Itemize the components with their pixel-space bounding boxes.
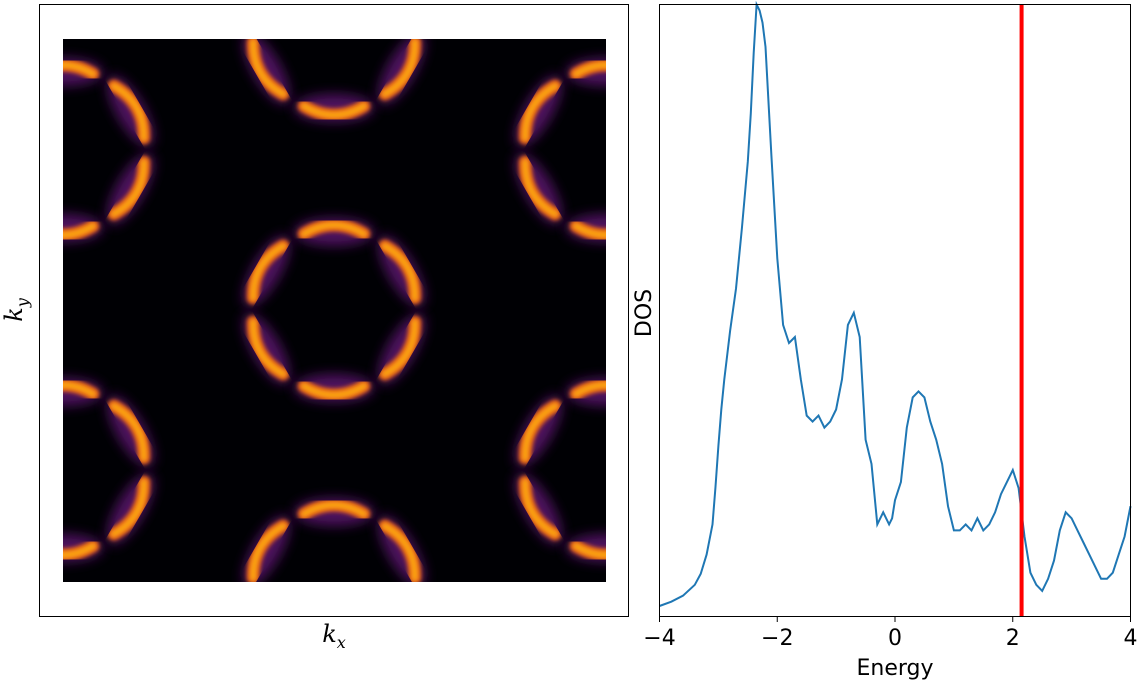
dos-xtick-label: −4: [643, 626, 675, 651]
heatmap-arc-core: [110, 403, 147, 461]
heatmap-arc-core: [301, 103, 367, 118]
heatmap-arc-core: [381, 523, 418, 581]
heatmap-arc-core: [573, 62, 606, 77]
heatmap-arc-core: [63, 62, 96, 77]
heatmap-arc: [0, 402, 12, 458]
heatmap-arc-core: [110, 479, 147, 537]
dos-series-line: [659, 0, 1132, 607]
heatmap-arc-core: [250, 523, 287, 581]
heatmap-arc-core: [522, 479, 559, 537]
heatmap-arc-core: [522, 403, 559, 461]
heatmap-arc: [0, 482, 12, 538]
heatmap-arc-glow: [0, 147, 28, 230]
heatmap-arc-core: [63, 223, 96, 238]
heatmap-arc-core: [110, 83, 147, 141]
dos-xtick-label: 0: [888, 626, 902, 651]
dos-xticks: −4 −2 0 2 4: [643, 616, 1138, 651]
heatmap-arc-core: [0, 82, 12, 138]
heatmap-arc-core: [301, 502, 367, 517]
heatmap-arc-core: [250, 39, 287, 97]
dos-axes-bg: [659, 4, 1131, 617]
dos-xtick-label: −2: [761, 626, 793, 651]
heatmap-arc-core: [301, 383, 367, 398]
heatmap-arc-core: [381, 39, 418, 97]
heatmap-panel: kx ky: [0, 4, 629, 682]
heatmap-arc-core: [301, 222, 367, 237]
heatmap-arc-core: [110, 159, 147, 217]
heatmap-arc-glow: [294, 654, 374, 682]
heatmap-arc-core: [522, 83, 559, 141]
heatmap-arc: [304, 666, 364, 675]
dos-xtick-label: 2: [1006, 626, 1020, 651]
heatmap-arc-core: [522, 159, 559, 217]
dos-xlabel: Energy: [856, 656, 933, 681]
heatmap-arc-core: [573, 382, 606, 397]
heatmap-arc-glow: [0, 467, 28, 550]
heatmap-arc-core: [250, 319, 287, 377]
heatmap-xlabel: kx: [322, 620, 346, 652]
dos-xtick-label: 4: [1124, 626, 1138, 651]
heatmap-arc-core: [63, 382, 96, 397]
dos-ylabel: DOS: [632, 289, 657, 337]
heatmap-arc-core: [63, 543, 96, 558]
heatmap-arc: [0, 162, 12, 218]
heatmap-arc-glow: [0, 69, 28, 152]
heatmap-arc-core: [250, 243, 287, 301]
heatmap-arc-core: [573, 223, 606, 238]
heatmap-arc-core: [0, 162, 12, 218]
heatmap-arc-core: [0, 402, 12, 458]
dos-panel: −4 −2 0 2 4 Energy DOS: [632, 0, 1138, 681]
heatmap-arc: [0, 82, 12, 138]
heatmap-arc-core: [304, 666, 364, 675]
heatmap-arc-core: [381, 243, 418, 301]
heatmap-image: [63, 39, 606, 582]
heatmap-arc-core: [573, 543, 606, 558]
heatmap-arcs: [0, 39, 606, 682]
heatmap-arc-core: [0, 482, 12, 538]
heatmap-arc-core: [381, 319, 418, 377]
heatmap-arc-glow: [0, 389, 28, 472]
heatmap-ylabel: ky: [0, 297, 32, 322]
